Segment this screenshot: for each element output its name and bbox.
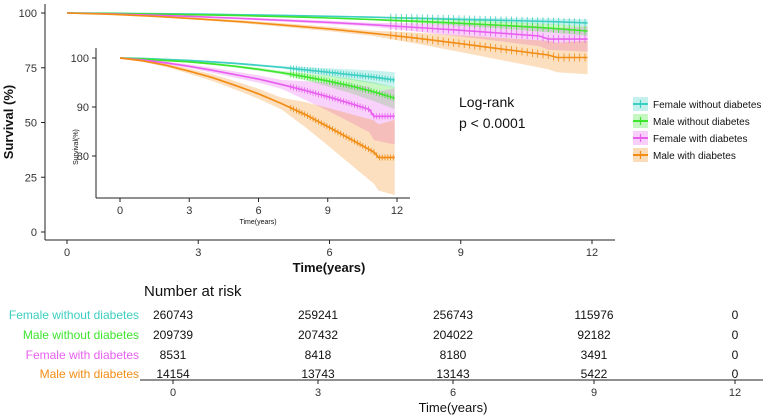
risk-cell-female-with-diabetes-3: 8418 — [305, 348, 332, 362]
legend-label-female-without-diabetes: Female without diabetes — [653, 100, 761, 111]
risk-cell-female-without-diabetes-3: 259241 — [298, 308, 338, 322]
inset-plot: 80 90 100 0 3 6 9 12 Survival(%) Time(years) — [71, 46, 422, 226]
risk-cell-male-with-diabetes-0: 14154 — [156, 367, 190, 381]
main-ytick-label-75: 75 — [25, 63, 37, 75]
risk-row-label-female-with-diabetes: Female with diabetes — [26, 348, 139, 362]
risk-cell-male-without-diabetes-6: 204022 — [433, 328, 473, 342]
inset-band-male-with-diabetes — [120, 58, 395, 195]
risk-xtick-label-0: 0 — [170, 387, 176, 399]
main-censor-female-with-diabetes — [390, 21, 586, 44]
logrank-pvalue: p < 0.0001 — [459, 115, 526, 131]
main-censor-male-with-diabetes — [390, 31, 586, 62]
main-plot: 0 25 50 75 100 0 3 6 9 12 Survival (%) Time(year… — [1, 4, 615, 275]
legend-item-female-without-diabetes: Female without diabetes — [633, 97, 761, 111]
inset-y-axis-label: Survival(%) — [73, 129, 80, 165]
legend-label-female-with-diabetes: Female with diabetes — [653, 134, 748, 145]
main-xtick-label-0: 0 — [64, 247, 70, 259]
risk-table: Number at risk Female without diabetes Ma… — [9, 283, 763, 415]
main-line-male-with-diabetes — [66, 12, 588, 59]
risk-cell-male-with-diabetes-12: 0 — [732, 367, 739, 381]
main-ytick-label-100: 100 — [19, 8, 37, 20]
risk-x-ticks: 0 3 6 9 12 — [170, 380, 741, 399]
inset-x-axis-label: Time(years) — [239, 219, 276, 226]
risk-cell-female-without-diabetes-6: 256743 — [433, 308, 473, 322]
main-line-male-without-diabetes — [66, 12, 588, 32]
risk-table-title: Number at risk — [144, 283, 242, 300]
main-xtick-label-12: 12 — [586, 247, 598, 259]
inset-line-male-without-diabetes — [119, 57, 395, 100]
inset-ytick-label-100: 100 — [71, 53, 89, 65]
main-xtick-label-9: 9 — [458, 247, 464, 259]
legend-item-female-with-diabetes: Female with diabetes — [633, 131, 748, 145]
main-series-lines — [66, 12, 588, 62]
main-x-ticks: 0 3 6 9 12 — [64, 240, 598, 259]
main-band-male-with-diabetes — [67, 13, 588, 75]
inset-xtick-label-12: 12 — [391, 205, 403, 217]
inset-ytick-label-90: 90 — [77, 102, 89, 114]
risk-cell-male-without-diabetes-3: 207432 — [298, 328, 338, 342]
risk-cell-male-with-diabetes-6: 13143 — [436, 367, 470, 381]
risk-cells: 260743 259241 256743 115976 0 209739 207432 204… — [153, 308, 739, 381]
main-xtick-label-6: 6 — [326, 247, 332, 259]
risk-row-labels: Female without diabetes Male without diab… — [9, 308, 139, 381]
main-ytick-label-0: 0 — [31, 227, 37, 239]
main-y-ticks: 0 25 50 75 100 — [19, 8, 45, 239]
inset-line-male-with-diabetes — [119, 57, 395, 159]
risk-cell-female-without-diabetes-12: 0 — [732, 308, 739, 322]
risk-xtick-label-9: 9 — [591, 387, 597, 399]
inset-censor-male-with-diabetes — [290, 104, 394, 161]
risk-cell-female-without-diabetes-9: 115976 — [574, 308, 613, 322]
main-line-female-with-diabetes — [66, 12, 588, 40]
inset-y-ticks: 80 90 100 — [71, 53, 96, 163]
risk-cell-male-without-diabetes-12: 0 — [732, 328, 739, 342]
legend-label-male-without-diabetes: Male without diabetes — [653, 117, 750, 128]
risk-cell-male-without-diabetes-0: 209739 — [153, 328, 193, 342]
risk-cell-male-with-diabetes-9: 5422 — [581, 367, 608, 381]
inset-ytick-label-80: 80 — [77, 151, 89, 163]
inset-xtick-label-6: 6 — [255, 205, 261, 217]
inset-band-female-with-diabetes — [120, 58, 395, 145]
risk-xtick-label-6: 6 — [450, 387, 456, 399]
main-ytick-label-25: 25 — [25, 172, 37, 184]
inset-xtick-label-9: 9 — [325, 205, 331, 217]
risk-cell-female-with-diabetes-12: 0 — [732, 348, 739, 362]
risk-row-label-male-without-diabetes: Male without diabetes — [23, 328, 139, 342]
inset-line-female-with-diabetes — [119, 57, 395, 118]
logrank-label: Log-rank — [459, 94, 515, 110]
risk-cell-female-with-diabetes-0: 8531 — [160, 348, 187, 362]
risk-cell-female-without-diabetes-0: 260743 — [153, 308, 193, 322]
inset-xtick-label-0: 0 — [117, 205, 123, 217]
risk-xtick-label-12: 12 — [729, 387, 741, 399]
risk-row-label-male-with-diabetes: Male with diabetes — [40, 367, 139, 381]
inset-line-female-without-diabetes — [119, 57, 395, 81]
inset-series-lines — [119, 57, 395, 161]
main-ytick-label-50: 50 — [25, 118, 37, 130]
legend: Female without diabetes Male without diab… — [633, 97, 761, 162]
risk-cell-female-with-diabetes-9: 3491 — [581, 348, 608, 362]
risk-cell-male-without-diabetes-9: 92182 — [577, 328, 611, 342]
inset-xtick-label-3: 3 — [186, 205, 192, 217]
inset-censor-female-without-diabetes — [290, 65, 394, 83]
risk-cell-male-with-diabetes-3: 13743 — [301, 367, 335, 381]
legend-item-male-with-diabetes: Male with diabetes — [633, 148, 736, 162]
legend-label-male-with-diabetes: Male with diabetes — [653, 151, 736, 162]
inset-x-ticks: 0 3 6 9 12 — [117, 198, 403, 217]
risk-cell-female-with-diabetes-6: 8180 — [440, 348, 467, 362]
legend-item-male-without-diabetes: Male without diabetes — [633, 114, 750, 128]
main-x-axis-label: Time(years) — [293, 260, 366, 275]
main-y-axis-label: Survival (%) — [1, 85, 16, 159]
risk-x-axis-label: Time(years) — [419, 400, 488, 415]
risk-row-label-female-without-diabetes: Female without diabetes — [9, 308, 139, 322]
risk-xtick-label-3: 3 — [315, 387, 321, 399]
inset-censor-female-with-diabetes — [290, 83, 394, 120]
main-xtick-label-3: 3 — [195, 247, 201, 259]
inset-censor-male-without-diabetes — [290, 71, 394, 101]
